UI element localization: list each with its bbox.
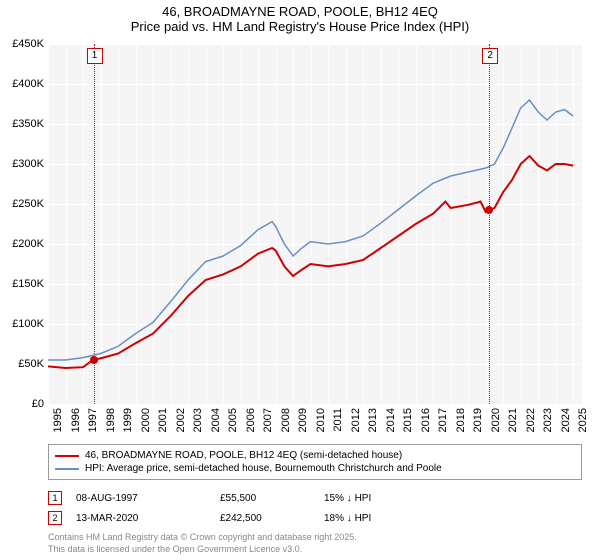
x-tick-label: 2023 [542, 408, 554, 432]
x-tick-label: 2003 [192, 408, 204, 432]
x-tick-label: 2006 [245, 408, 257, 432]
sale-diff: 15% ↓ HPI [324, 493, 404, 504]
x-tick-label: 1998 [105, 408, 117, 432]
y-tick-label: £0 [4, 398, 44, 410]
x-tick-label: 2008 [280, 408, 292, 432]
x-tick-label: 2005 [227, 408, 239, 432]
footer-attribution: Contains HM Land Registry data © Crown c… [48, 532, 582, 555]
x-tick-label: 2022 [525, 408, 537, 432]
marker-box: 2 [482, 48, 498, 64]
x-tick-label: 2000 [140, 408, 152, 432]
x-tick-label: 2021 [507, 408, 519, 432]
x-tick-label: 2017 [437, 408, 449, 432]
y-tick-label: £100K [4, 318, 44, 330]
sale-date: 08-AUG-1997 [76, 493, 206, 504]
title-block: 46, BROADMAYNE ROAD, POOLE, BH12 4EQ Pri… [0, 0, 600, 34]
chart-container: 46, BROADMAYNE ROAD, POOLE, BH12 4EQ Pri… [0, 0, 600, 560]
x-tick-label: 1995 [52, 408, 64, 432]
x-tick-label: 2002 [175, 408, 187, 432]
title-subtitle: Price paid vs. HM Land Registry's House … [0, 19, 600, 34]
sale-row: 1 08-AUG-1997 £55,500 15% ↓ HPI [48, 488, 582, 508]
legend-swatch [55, 468, 79, 470]
series-line-price_paid [48, 156, 573, 368]
x-tick-label: 1997 [87, 408, 99, 432]
y-tick-label: £450K [4, 38, 44, 50]
x-tick-label: 2011 [332, 408, 344, 432]
gridline-h [48, 404, 582, 405]
legend-label: HPI: Average price, semi-detached house,… [85, 463, 442, 474]
sale-marker: 1 [48, 491, 62, 505]
x-tick-label: 2007 [262, 408, 274, 432]
legend-box: 46, BROADMAYNE ROAD, POOLE, BH12 4EQ (se… [48, 444, 582, 480]
footer-line1: Contains HM Land Registry data © Crown c… [48, 532, 582, 544]
x-tick-label: 2019 [472, 408, 484, 432]
sale-diff: 18% ↓ HPI [324, 513, 404, 524]
y-tick-label: £350K [4, 118, 44, 130]
x-tick-label: 2013 [367, 408, 379, 432]
y-tick-label: £300K [4, 158, 44, 170]
x-tick-label: 2020 [490, 408, 502, 432]
x-tick-label: 2001 [157, 408, 169, 432]
series-line-hpi [48, 100, 573, 360]
x-tick-label: 2009 [297, 408, 309, 432]
marker-box: 1 [87, 48, 103, 64]
y-tick-label: £400K [4, 78, 44, 90]
x-tick-label: 2004 [210, 408, 222, 432]
title-address: 46, BROADMAYNE ROAD, POOLE, BH12 4EQ [0, 4, 600, 19]
sale-point-dot [485, 206, 493, 214]
sale-price: £55,500 [220, 493, 310, 504]
legend-row: 46, BROADMAYNE ROAD, POOLE, BH12 4EQ (se… [55, 449, 575, 462]
y-tick-label: £250K [4, 198, 44, 210]
sale-row: 2 13-MAR-2020 £242,500 18% ↓ HPI [48, 508, 582, 528]
sale-marker: 2 [48, 511, 62, 525]
x-tick-label: 1999 [122, 408, 134, 432]
x-tick-label: 2025 [577, 408, 589, 432]
x-tick-label: 2010 [315, 408, 327, 432]
x-tick-label: 2018 [455, 408, 467, 432]
sales-table: 1 08-AUG-1997 £55,500 15% ↓ HPI 2 13-MAR-2020… [48, 488, 582, 528]
legend-swatch [55, 455, 79, 457]
footer-line2: This data is licensed under the Open Gov… [48, 544, 582, 556]
x-tick-label: 1996 [70, 408, 82, 432]
chart-lines [48, 44, 582, 404]
x-tick-label: 2016 [420, 408, 432, 432]
x-tick-label: 2015 [402, 408, 414, 432]
x-tick-label: 2012 [350, 408, 362, 432]
legend-row: HPI: Average price, semi-detached house,… [55, 462, 575, 475]
legend-and-sales: 46, BROADMAYNE ROAD, POOLE, BH12 4EQ (se… [48, 444, 582, 555]
y-tick-label: £150K [4, 278, 44, 290]
chart-area: £0£50K£100K£150K£200K£250K£300K£350K£400… [48, 44, 582, 404]
x-tick-label: 2014 [385, 408, 397, 432]
sale-price: £242,500 [220, 513, 310, 524]
y-tick-label: £200K [4, 238, 44, 250]
y-tick-label: £50K [4, 358, 44, 370]
sale-date: 13-MAR-2020 [76, 513, 206, 524]
legend-label: 46, BROADMAYNE ROAD, POOLE, BH12 4EQ (se… [85, 450, 402, 461]
sale-point-dot [90, 356, 98, 364]
x-tick-label: 2024 [560, 408, 572, 432]
